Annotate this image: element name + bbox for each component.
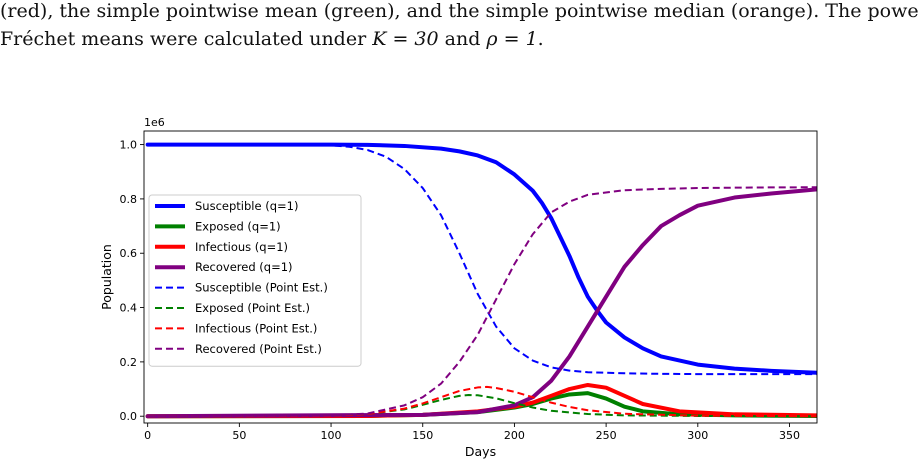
x-axis-label: Days	[465, 444, 496, 459]
caption-line-2-suffix: .	[537, 28, 544, 50]
y-tick-label: 0.6	[120, 247, 138, 260]
x-tick-label: 350	[779, 429, 800, 442]
x-tick-label: 0	[144, 429, 151, 442]
legend-label: Recovered (Point Est.)	[195, 342, 322, 356]
legend-label: Exposed (q=1)	[195, 219, 281, 233]
caption-line-2: Fréchet means were calculated under K = …	[0, 27, 544, 51]
x-axis-ticks: 0 50 100 150 200 250 300 350	[144, 423, 800, 442]
series-line-4	[147, 143, 817, 376]
y-tick-label: 0.4	[120, 302, 138, 315]
y-tick-label: 0.0	[120, 410, 138, 423]
y-scale-multiplier: 1e6	[144, 116, 165, 129]
y-tick-label: 1.0	[120, 139, 138, 152]
series-lines	[145, 142, 817, 419]
legend-label: Infectious (q=1)	[195, 240, 288, 254]
legend-label: Susceptible (Point Est.)	[195, 281, 328, 295]
x-tick-label: 300	[687, 429, 708, 442]
x-tick-label: 150	[412, 429, 433, 442]
x-tick-label: 200	[504, 429, 525, 442]
x-tick-label: 250	[596, 429, 617, 442]
legend-label: Infectious (Point Est.)	[195, 321, 317, 335]
caption-math-rho: ρ = 1	[486, 28, 538, 50]
y-tick-label: 0.8	[120, 193, 138, 206]
series-line-7	[147, 186, 817, 418]
legend-label: Exposed (Point Est.)	[195, 301, 310, 315]
caption-math-k: K = 30	[372, 28, 439, 50]
series-line-3	[145, 187, 817, 419]
y-tick-label: 0.2	[120, 356, 138, 369]
legend-box	[148, 194, 362, 367]
legend-label: Recovered (q=1)	[195, 260, 293, 274]
caption-line-2-and: and	[438, 28, 487, 50]
series-line-6	[147, 385, 817, 418]
plot-frame	[143, 130, 818, 424]
y-axis-ticks: 0.0 0.2 0.4 0.6 0.8 1.0	[120, 139, 144, 423]
series-line-0	[145, 142, 817, 375]
y-axis-label: Population	[99, 244, 114, 310]
caption-line-1: (red), the simple pointwise mean (green)…	[0, 0, 918, 22]
caption-line-2-prefix: Fréchet means were calculated under	[0, 28, 373, 50]
chart-legend: Susceptible (q=1) Exposed (q=1) Infectious…	[148, 194, 362, 367]
x-tick-label: 50	[232, 429, 246, 442]
x-tick-label: 100	[321, 429, 342, 442]
legend-label: Susceptible (q=1)	[195, 199, 298, 213]
